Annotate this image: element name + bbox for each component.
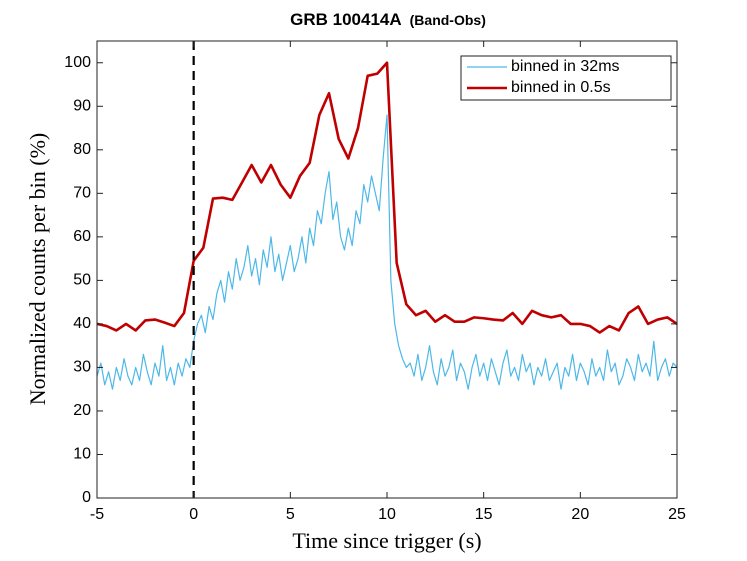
x-tick-label: -5 (90, 506, 104, 523)
y-tick-label: 100 (64, 54, 91, 71)
legend-label: binned in 0.5s (511, 79, 611, 96)
y-tick-label: 30 (73, 359, 91, 376)
legend-box (460, 55, 672, 101)
y-tick-label: 80 (73, 141, 91, 158)
chart-subtitle: (Band-Obs) (410, 12, 486, 28)
x-tick-label: 0 (189, 506, 198, 523)
y-tick-label: 0 (82, 489, 91, 506)
y-axis-label: Normalized counts per bin (%) (25, 133, 50, 405)
y-tick-label: 10 (73, 446, 91, 463)
x-tick-label: 15 (475, 506, 493, 523)
y-tick-label: 20 (73, 402, 91, 419)
data-line (96, 61, 678, 334)
x-tick-label: 5 (286, 506, 295, 523)
y-tick-label: 90 (73, 98, 91, 115)
y-tick-label: 40 (73, 315, 91, 332)
y-tick-label: 50 (73, 272, 91, 289)
x-tick-label: 10 (378, 506, 396, 523)
y-tick-label: 70 (73, 185, 91, 202)
chart-title: GRB 100414A (290, 10, 402, 29)
chart-title-group: GRB 100414A (Band-Obs) (290, 10, 486, 29)
x-axis-label: Time since trigger (s) (292, 528, 481, 553)
legend-label: binned in 32ms (511, 58, 620, 75)
x-tick-label: 25 (668, 506, 686, 523)
y-tick-label: 60 (73, 228, 91, 245)
legend: binned in 32ms binned in 0.5s (460, 55, 672, 101)
x-tick-label: 20 (571, 506, 589, 523)
